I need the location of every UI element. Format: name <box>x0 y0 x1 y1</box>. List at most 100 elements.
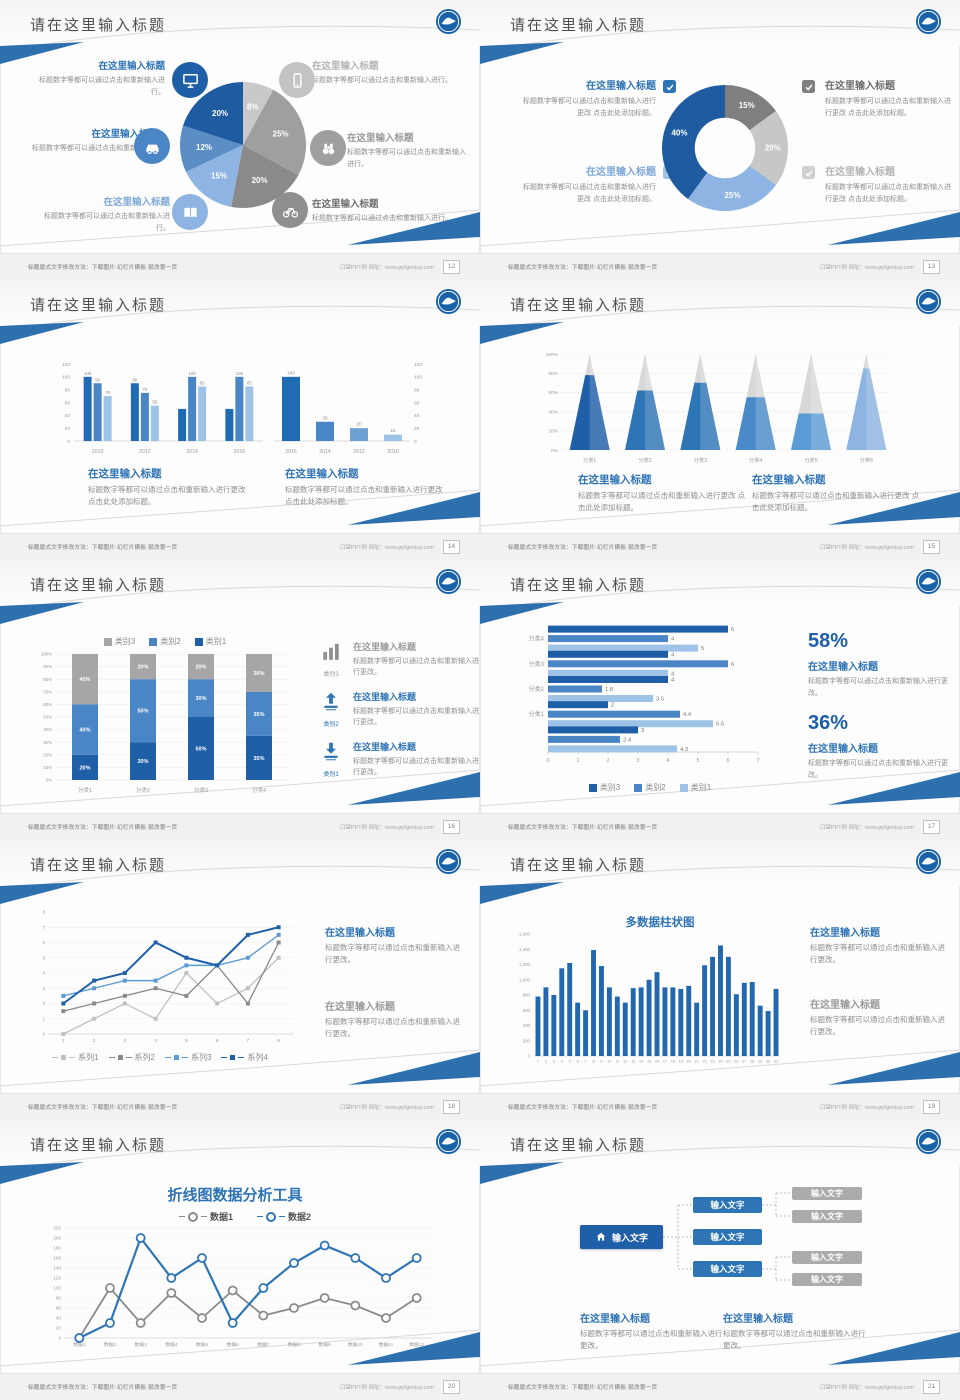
tree-node: 输入文字 <box>693 1261 762 1277</box>
block-title: 在这里输入标题 <box>810 928 880 939</box>
text-block: 在这里输入标题 标题数字等都可以通过点击和重新输入进行。 <box>40 194 170 234</box>
block-body: 标题数字等都可以通过点击和重新输入进行更改 点击此处添加标题。 <box>523 98 656 117</box>
svg-text:12: 12 <box>623 1060 627 1064</box>
slide-title: 请在这里输入标题 <box>510 1137 647 1154</box>
svg-text:3: 3 <box>636 758 639 764</box>
block-body: 标题数字等都可以通过点击和重新输入进行。 <box>44 213 170 232</box>
svg-text:6: 6 <box>731 662 734 668</box>
block-title: 在这里输入标题 <box>103 197 170 208</box>
svg-text:数据9: 数据9 <box>319 1341 332 1348</box>
svg-text:6: 6 <box>726 758 729 764</box>
block-body: 标题数字等都可以通过点击和重新输入进行更改 点击此处添加标题。 <box>285 485 443 507</box>
svg-text:25%: 25% <box>273 130 289 139</box>
text-block: 在这里输入标题 标题数字等都可以通过点击和重新输入进行更改。 <box>723 1310 868 1353</box>
block-body: 标题数字等都可以通过点击和重新输入进行更改。 <box>325 1017 460 1039</box>
svg-text:15%: 15% <box>739 101 755 110</box>
slide-thumbnail-15[interactable]: 请在这里输入标题 0% 20% 40% 60% 80% 100% 分类1 分类2 分类3 分类4 分… <box>480 280 960 560</box>
svg-text:70: 70 <box>105 390 110 395</box>
svg-text:20: 20 <box>687 1060 691 1064</box>
text-block: 在这里输入标题 标题数字等都可以通过点击和重新输入进行更改。 <box>810 996 950 1039</box>
block-title: 在这里输入标题 <box>325 928 395 939</box>
svg-text:15: 15 <box>647 1060 651 1064</box>
svg-text:3: 3 <box>553 1060 555 1064</box>
grouped-bar-chart: 0 20 40 60 80 100 120 2010 100 90 70 2012 90 75 55 2014… <box>52 352 267 457</box>
svg-text:分类1: 分类1 <box>583 456 596 464</box>
text-block: 在这里输入标题 标题数字等都可以通过点击和重新输入进行更改 点击此处添加标题。 <box>752 472 922 515</box>
slide-footer: 标题版式文字修改方法：下载图片·幻灯片模板·就改第一页 口袋PPT网 网址：ww… <box>0 1373 480 1400</box>
block-title: 在这里输入标题 <box>825 81 895 92</box>
svg-text:2014: 2014 <box>319 449 331 455</box>
tree-leaf-node: 输入文字 <box>792 1273 862 1286</box>
legend-swatch <box>679 783 688 792</box>
svg-text:20: 20 <box>356 422 362 427</box>
slide-thumbnail-17[interactable]: 请在这里输入标题 0 1 2 3 4 5 6 7 分类4 6 4 5 分类3 4 6 4 分类2 4 1.8 3.5 分… <box>480 560 960 840</box>
text-block: 在这里输入标题 标题数字等都可以通过点击和重新输入进行更改。 <box>810 924 950 967</box>
legend-item: 类别3 <box>588 782 620 793</box>
slide-footer: 标题版式文字修改方法：下载图片·幻灯片模板·就改第一页 口袋PPT网 网址：ww… <box>480 1373 960 1400</box>
svg-text:分类2: 分类2 <box>638 456 651 464</box>
svg-text:35%: 35% <box>253 712 264 718</box>
donut-chart: 15% 20% 25% 40% <box>660 83 790 213</box>
svg-text:85: 85 <box>200 380 205 385</box>
chart-legend: 数据1 数据2 <box>150 1210 340 1223</box>
slide-footer: 标题版式文字修改方法：下载图片·幻灯片模板·就改第一页 口袋PPT网 网址：ww… <box>480 253 960 280</box>
svg-text:5: 5 <box>569 1060 571 1064</box>
block-title: 在这里输入标题 <box>752 474 826 486</box>
svg-text:5: 5 <box>185 1038 188 1044</box>
svg-text:200: 200 <box>53 1236 61 1241</box>
svg-text:1,400: 1,400 <box>519 947 531 952</box>
svg-text:80: 80 <box>414 387 420 393</box>
legend-swatch <box>194 637 203 646</box>
block-body: 标题数字等都可以通过点击和重新输入进行更改。 <box>808 760 948 779</box>
block-body: 标题数字等都可以通过点击和重新输入进行更改 点击此处添加标题。 <box>88 485 246 507</box>
svg-text:5: 5 <box>696 758 699 764</box>
slide-thumbnail-13[interactable]: 请在这里输入标题 在这里输入标题 标题数字等都可以通过点击和重新输入进行更改 点… <box>480 0 960 280</box>
svg-text:31: 31 <box>774 1060 778 1064</box>
svg-text:2: 2 <box>545 1060 547 1064</box>
text-block: 在这里输入标题 标题数字等都可以通过点击和重新输入进行更改 点击此处添加标题。 <box>88 466 248 509</box>
slide-thumbnail-16[interactable]: 请在这里输入标题 类别3 类别2 类别1 0% 10% 20% 30% 40% 50% 60… <box>0 560 480 840</box>
school-badge-logo <box>435 288 462 315</box>
svg-text:8: 8 <box>277 1038 280 1044</box>
list-item: 类别1 在这里输入标题 标题数字等都可以通过点击和重新输入进行更改。 <box>318 740 480 778</box>
slide-thumbnail-14[interactable]: 请在这里输入标题 0 20 40 60 80 100 120 2010 100 90 70 2012 9… <box>0 280 480 560</box>
tree-leaf-node: 输入文字 <box>792 1187 862 1200</box>
text-block: 在这里输入标题 标题数字等都可以通过点击和重新输入进行。 <box>312 58 457 87</box>
svg-text:分类3: 分类3 <box>529 660 545 668</box>
block-title: 在这里输入标题 <box>825 167 895 178</box>
slide-thumbnail-18[interactable]: 请在这里输入标题 0 1 2 3 4 5 6 7 8 1 2 3 4 5 6 7 8 系列1 系列2 系列3 系… <box>0 840 480 1120</box>
slide-thumbnail-21[interactable]: 请在这里输入标题 输入文字 输入文字 输入文字 输入文字 输入文字 输入文字 输… <box>480 1120 960 1400</box>
svg-text:4: 4 <box>42 971 45 976</box>
school-badge-logo <box>435 848 462 875</box>
block-title: 在这里输入标题 <box>312 199 379 210</box>
svg-text:1: 1 <box>537 1060 539 1064</box>
svg-text:100: 100 <box>287 370 295 375</box>
svg-text:2: 2 <box>611 703 614 709</box>
slide-thumbnail-12[interactable]: 请在这里输入标题 在这里输入标题 标题数字等都可以通过点击和重新输入进行。 在这… <box>0 0 480 280</box>
text-block: 在这里输入标题 标题数字等都可以通过点击和重新输入进行。 <box>347 130 467 170</box>
item-title: 在这里输入标题 <box>353 692 417 702</box>
smartphone-icon <box>279 62 315 98</box>
svg-text:2012: 2012 <box>353 449 365 455</box>
svg-text:数据7: 数据7 <box>257 1341 270 1348</box>
svg-text:4.3: 4.3 <box>680 747 688 753</box>
svg-text:6: 6 <box>577 1060 579 1064</box>
footer-left-text: 标题版式文字修改方法：下载图片·幻灯片模板·就改第一页 <box>508 825 658 831</box>
svg-text:90%: 90% <box>43 664 52 669</box>
text-block: 在这里输入标题 标题数字等都可以通过点击和重新输入进行更改。 <box>325 998 465 1041</box>
slide-thumbnail-20[interactable]: 请在这里输入标题 折线图数据分析工具 数据1 数据2 0 20 40 60 80 100 1… <box>0 1120 480 1400</box>
block-body: 标题数字等都可以通过点击和重新输入进行。 <box>312 77 452 84</box>
binoculars-icon <box>310 130 346 166</box>
svg-text:0%: 0% <box>551 448 559 454</box>
text-block: 在这里输入标题 标题数字等都可以通过点击和重新输入进行更改 点击此处添加标题。 <box>285 466 445 509</box>
svg-text:2: 2 <box>93 1038 96 1044</box>
svg-text:80: 80 <box>56 1296 62 1301</box>
item-body: 标题数字等都可以通过点击和重新输入进行更改。 <box>353 708 479 727</box>
svg-text:分类3: 分类3 <box>694 456 707 464</box>
svg-text:60%: 60% <box>548 390 558 396</box>
horizontal-bar-chart: 0 1 2 3 4 5 6 7 分类4 6 4 5 分类3 4 6 4 分类2 4 1.8 3.5 分类1 2 4.4 5.5… <box>516 624 786 776</box>
footer-left-text: 标题版式文字修改方法：下载图片·幻灯片模板·就改第一页 <box>28 545 178 551</box>
svg-text:分类4: 分类4 <box>529 635 545 643</box>
slide-thumbnail-19[interactable]: 请在这里输入标题 多数据柱状图 0 200 400 600 800 1,000 1,200 1… <box>480 840 960 1120</box>
svg-text:35%: 35% <box>253 756 264 762</box>
